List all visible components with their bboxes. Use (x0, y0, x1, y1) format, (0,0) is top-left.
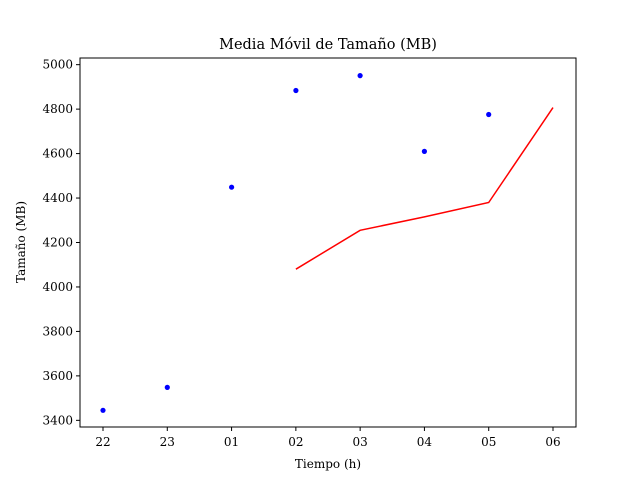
plot-frame (79, 57, 577, 428)
y-tick-label: 3400 (42, 413, 73, 427)
x-tick-label: 01 (224, 435, 239, 449)
series-0-point (357, 73, 363, 79)
x-tick-label: 22 (95, 435, 110, 449)
y-tick-label: 4600 (42, 147, 73, 161)
series-0-point (229, 184, 235, 190)
x-tick-label: 02 (288, 435, 303, 449)
x-axis: 22 23 01 02 03 04 05 06 (95, 427, 561, 449)
chart-title: Media Móvil de Tamaño (MB) (219, 37, 437, 53)
x-axis-label: Tiempo (h) (295, 457, 361, 471)
y-tick-label: 4000 (42, 280, 73, 294)
y-tick-label: 3800 (42, 324, 73, 338)
series-0-point (421, 148, 427, 154)
x-tick-label: 03 (353, 435, 368, 449)
y-tick-label: 3600 (42, 369, 73, 383)
x-tick-label: 04 (417, 435, 433, 449)
x-tick-label: 06 (545, 435, 560, 449)
y-tick-label: 4800 (42, 102, 73, 116)
y-tick-label: 4200 (42, 236, 73, 250)
y-tick-label: 4400 (42, 191, 73, 205)
series-0-point (293, 87, 299, 94)
y-axis: 3400 3600 3800 4000 4200 4400 4600 4800 5000 (42, 58, 80, 427)
series-0-point (100, 407, 106, 413)
y-tick-label: 5000 (42, 58, 73, 72)
y-axis-label: Tamaño (MB) (14, 201, 28, 283)
series-1-line (295, 107, 554, 270)
plot-marks (100, 73, 554, 413)
x-tick-label: 23 (160, 435, 175, 449)
x-tick-label: 05 (481, 435, 496, 449)
series-0-point (164, 384, 170, 390)
series-0-point (486, 111, 492, 118)
